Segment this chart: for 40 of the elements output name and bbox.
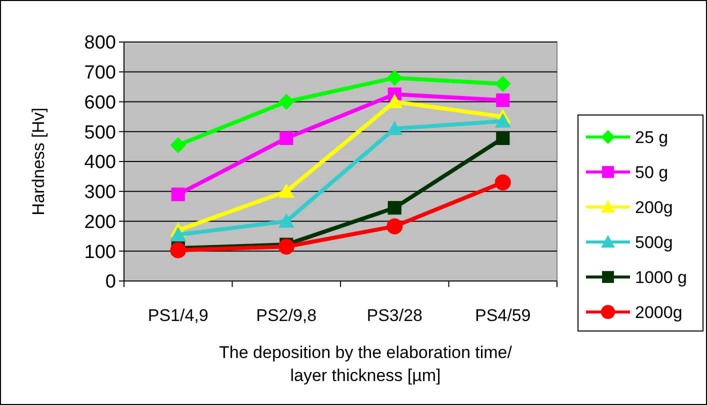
point <box>494 113 511 128</box>
legend-label: 2000g <box>635 302 682 322</box>
point <box>278 94 294 110</box>
point <box>170 137 186 154</box>
x-tick-label: PS4/59 <box>474 306 531 325</box>
point <box>496 131 510 145</box>
point <box>494 174 511 190</box>
x-tick-label: PS3/28 <box>366 306 423 325</box>
point <box>278 183 294 198</box>
point <box>278 213 294 228</box>
point <box>496 93 510 108</box>
y-tick-label: 700 <box>84 62 116 84</box>
x-tick-label: PS1/4,9 <box>148 306 208 325</box>
y-tick-label: 400 <box>84 152 116 174</box>
legend-label: 25 g <box>635 128 668 147</box>
point <box>386 70 403 86</box>
point <box>278 238 294 255</box>
point <box>494 76 511 92</box>
y-tick-label: 300 <box>84 182 116 204</box>
point <box>386 218 403 234</box>
y-tick-label: 0 <box>105 272 116 293</box>
y-tick-label: 600 <box>84 92 116 114</box>
point <box>170 226 186 242</box>
x-axis-title: The deposition by the elaboration time/ layer thickness [µm] <box>219 343 512 385</box>
y-tick-label: 100 <box>84 242 116 263</box>
point <box>388 201 402 215</box>
x-tick-label: PS2/9,8 <box>256 306 317 325</box>
y-axis-title: Hardness [Hv] <box>29 108 48 216</box>
legend-label: 200g <box>635 198 673 217</box>
y-tick-label: 500 <box>84 122 116 144</box>
legend-label: 1000 g <box>635 268 687 287</box>
legend-label: 500g <box>635 232 673 252</box>
point <box>386 120 403 136</box>
point <box>170 242 186 258</box>
y-tick-label: 200 <box>84 212 116 233</box>
point <box>280 131 294 145</box>
point <box>171 188 185 202</box>
legend-label: 50 g <box>635 162 668 182</box>
y-tick-label: 800 <box>84 32 116 54</box>
point <box>386 94 403 108</box>
